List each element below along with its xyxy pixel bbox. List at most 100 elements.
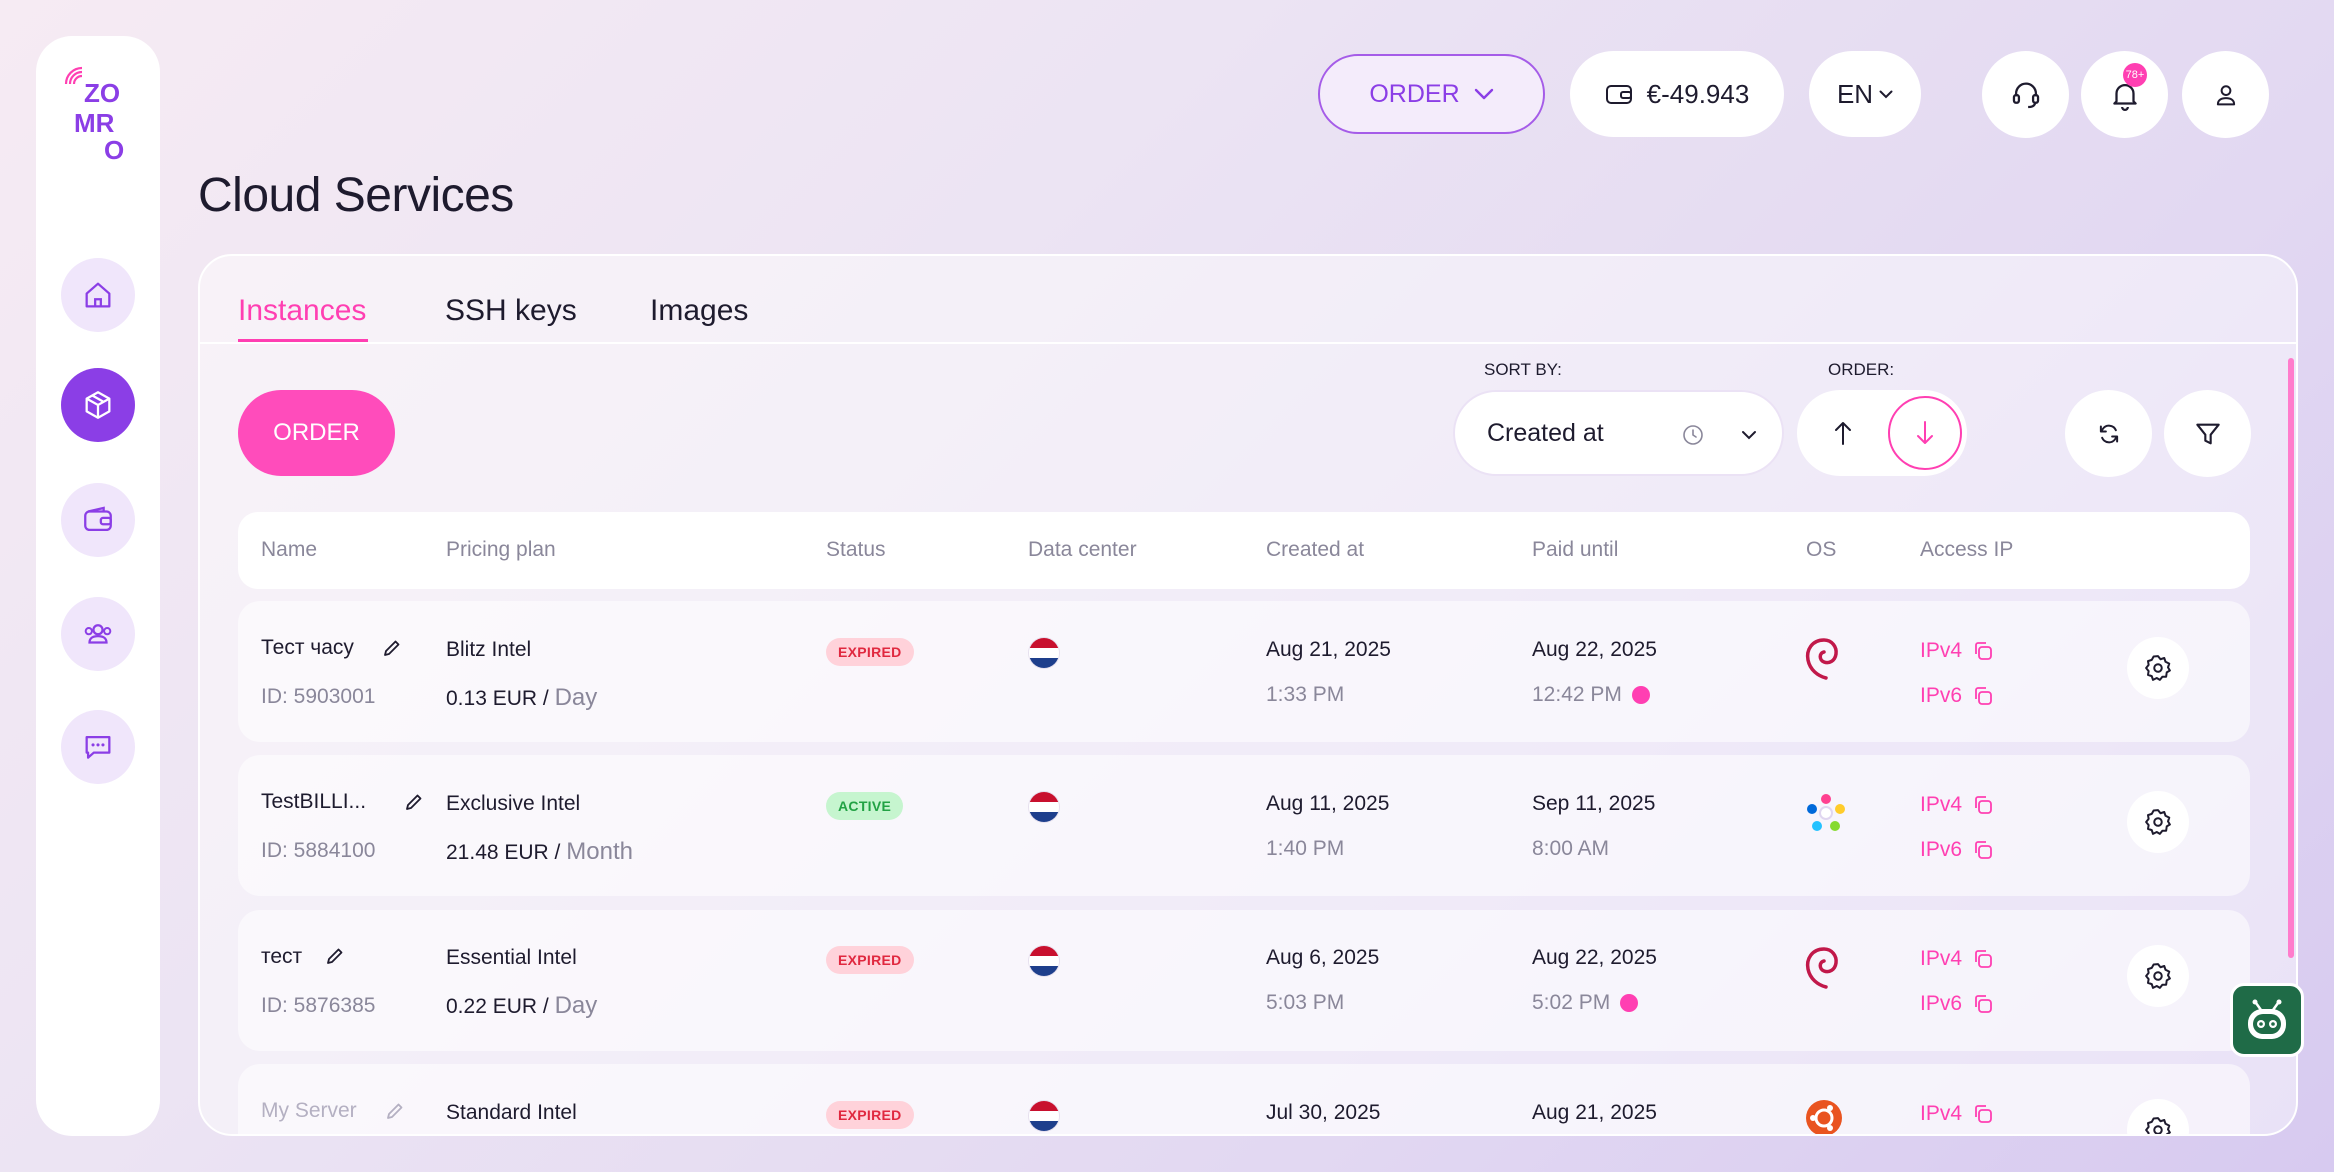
- ipv6-copy[interactable]: IPv6: [1920, 992, 1994, 1016]
- instance-name: тест: [261, 945, 303, 968]
- filter-button[interactable]: [2164, 390, 2251, 477]
- ipv4-copy[interactable]: IPv4: [1920, 639, 1994, 663]
- created-date: Jul 30, 2025: [1266, 1101, 1381, 1124]
- pricing-plan-price: 21.48 EUR / Month: [446, 838, 633, 865]
- column-header-pricing-plan[interactable]: Pricing plan: [446, 538, 556, 561]
- created-time: 5:03 PM: [1266, 991, 1345, 1014]
- column-header-created-at[interactable]: Created at: [1266, 538, 1365, 561]
- order-button[interactable]: ORDER: [238, 390, 395, 476]
- pencil-icon[interactable]: [382, 638, 402, 658]
- netherlands-flag-icon: [1029, 638, 1059, 668]
- svg-text:ZO: ZO: [84, 78, 120, 108]
- column-header-status[interactable]: Status: [826, 538, 886, 561]
- active-tab-indicator: [238, 339, 368, 342]
- nav-home[interactable]: [61, 258, 135, 332]
- zomro-logo[interactable]: ZO MR O: [60, 62, 140, 165]
- scrollbar-thumb[interactable]: [2288, 358, 2294, 958]
- sort-ascending-button[interactable]: [1808, 398, 1878, 468]
- expiry-clock-icon: [1631, 686, 1650, 705]
- profile-button[interactable]: [2182, 51, 2269, 138]
- ipv4-copy[interactable]: IPv4: [1920, 793, 1994, 817]
- pencil-icon[interactable]: [404, 792, 424, 812]
- paid-until-time: 5:02 PM: [1532, 991, 1639, 1015]
- cube-icon: [85, 391, 111, 419]
- created-time: 1:40 PM: [1266, 837, 1345, 860]
- column-header-paid-until[interactable]: Paid until: [1532, 538, 1619, 561]
- balance-value: €-49.943: [1646, 78, 1750, 109]
- svg-text:MR: MR: [74, 108, 115, 138]
- column-header-access-ip[interactable]: Access IP: [1920, 538, 2014, 561]
- refresh-button[interactable]: [2065, 390, 2152, 477]
- copy-icon: [1975, 687, 1992, 705]
- home-icon: [85, 282, 111, 308]
- chat-icon: [85, 735, 111, 759]
- sort-by-select[interactable]: Created at: [1453, 390, 1784, 476]
- instance-settings-button[interactable]: [2127, 637, 2189, 699]
- headset-icon: [2012, 82, 2039, 108]
- order-dropdown-button[interactable]: ORDER: [1318, 54, 1545, 134]
- paid-until-date: Sep 11, 2025: [1532, 792, 1656, 815]
- clock-icon: [1683, 425, 1703, 445]
- nav-billing[interactable]: [61, 483, 135, 557]
- debian-icon: [1805, 638, 1838, 680]
- instance-id: ID: 5884100: [261, 839, 376, 862]
- gear-icon: [2145, 963, 2171, 989]
- chevron-down-icon: [1474, 88, 1493, 100]
- ipv6-copy[interactable]: IPv6: [1920, 838, 1994, 862]
- notifications-button[interactable]: [2081, 51, 2168, 138]
- arrow-up-icon: [1835, 422, 1851, 445]
- ipv6-copy[interactable]: IPv6: [1920, 684, 1994, 708]
- paid-until-date: Aug 21, 2025: [1532, 1101, 1657, 1124]
- sidebar: [36, 36, 160, 1136]
- almalinux-icon: [1807, 794, 1845, 831]
- pencil-icon[interactable]: [385, 1101, 405, 1121]
- nav-referrals[interactable]: [61, 597, 135, 671]
- created-date: Aug 21, 2025: [1266, 638, 1391, 661]
- column-header-os[interactable]: OS: [1806, 538, 1837, 561]
- tab-instances[interactable]: Instances: [238, 294, 367, 327]
- wallet-icon: [1605, 85, 1632, 104]
- pricing-plan-price: 0.13 EUR / Day: [446, 684, 598, 711]
- sort-descending-button[interactable]: [1888, 396, 1962, 470]
- column-header-name[interactable]: Name: [261, 538, 318, 561]
- table-row[interactable]: [238, 1064, 2250, 1134]
- table-row[interactable]: [238, 601, 2250, 742]
- tab-ssh-keys[interactable]: SSH keys: [445, 294, 577, 327]
- paid-until-time: 12:42 PM: [1532, 683, 1650, 707]
- ipv4-copy[interactable]: IPv4: [1920, 947, 1994, 971]
- ipv4-copy[interactable]: IPv4: [1920, 1102, 1994, 1126]
- netherlands-flag-icon: [1029, 946, 1059, 976]
- page-title: Cloud Services: [198, 169, 514, 222]
- paid-until-date: Aug 22, 2025: [1532, 946, 1657, 969]
- copy-icon: [1975, 841, 1992, 859]
- table-row[interactable]: [238, 910, 2250, 1051]
- gear-icon: [2145, 809, 2171, 835]
- users-icon: [84, 624, 112, 644]
- notification-count-badge: 78+: [2123, 63, 2147, 87]
- paid-until-date: Aug 22, 2025: [1532, 638, 1657, 661]
- balance-button[interactable]: €-49.943: [1570, 51, 1784, 137]
- arrow-down-icon: [1917, 421, 1933, 444]
- status-badge: EXPIRED: [826, 946, 914, 974]
- sort-by-value: Created at: [1487, 418, 1604, 447]
- language-selector[interactable]: EN: [1809, 51, 1921, 137]
- table-header: [238, 512, 2250, 589]
- gear-icon: [2145, 1117, 2171, 1134]
- chatbot-launcher[interactable]: [2230, 983, 2304, 1057]
- table-row[interactable]: [238, 755, 2250, 896]
- language-value: EN: [1836, 78, 1874, 109]
- nav-support-chat[interactable]: [61, 710, 135, 784]
- pencil-icon[interactable]: [325, 946, 345, 966]
- tab-images[interactable]: Images: [650, 294, 749, 327]
- robot-icon: [2248, 999, 2286, 1039]
- instance-name: TestBILLI...: [261, 790, 367, 813]
- pricing-plan-name: Exclusive Intel: [446, 792, 581, 815]
- column-header-data-center[interactable]: Data center: [1028, 538, 1137, 561]
- nav-cloud-services[interactable]: [61, 368, 135, 442]
- tabs-divider: [200, 342, 2296, 344]
- instance-settings-button[interactable]: [2127, 945, 2189, 1007]
- pricing-plan-name: Standard Intel: [446, 1101, 577, 1124]
- support-button[interactable]: [1982, 51, 2069, 138]
- netherlands-flag-icon: [1029, 792, 1059, 822]
- instance-settings-button[interactable]: [2127, 791, 2189, 853]
